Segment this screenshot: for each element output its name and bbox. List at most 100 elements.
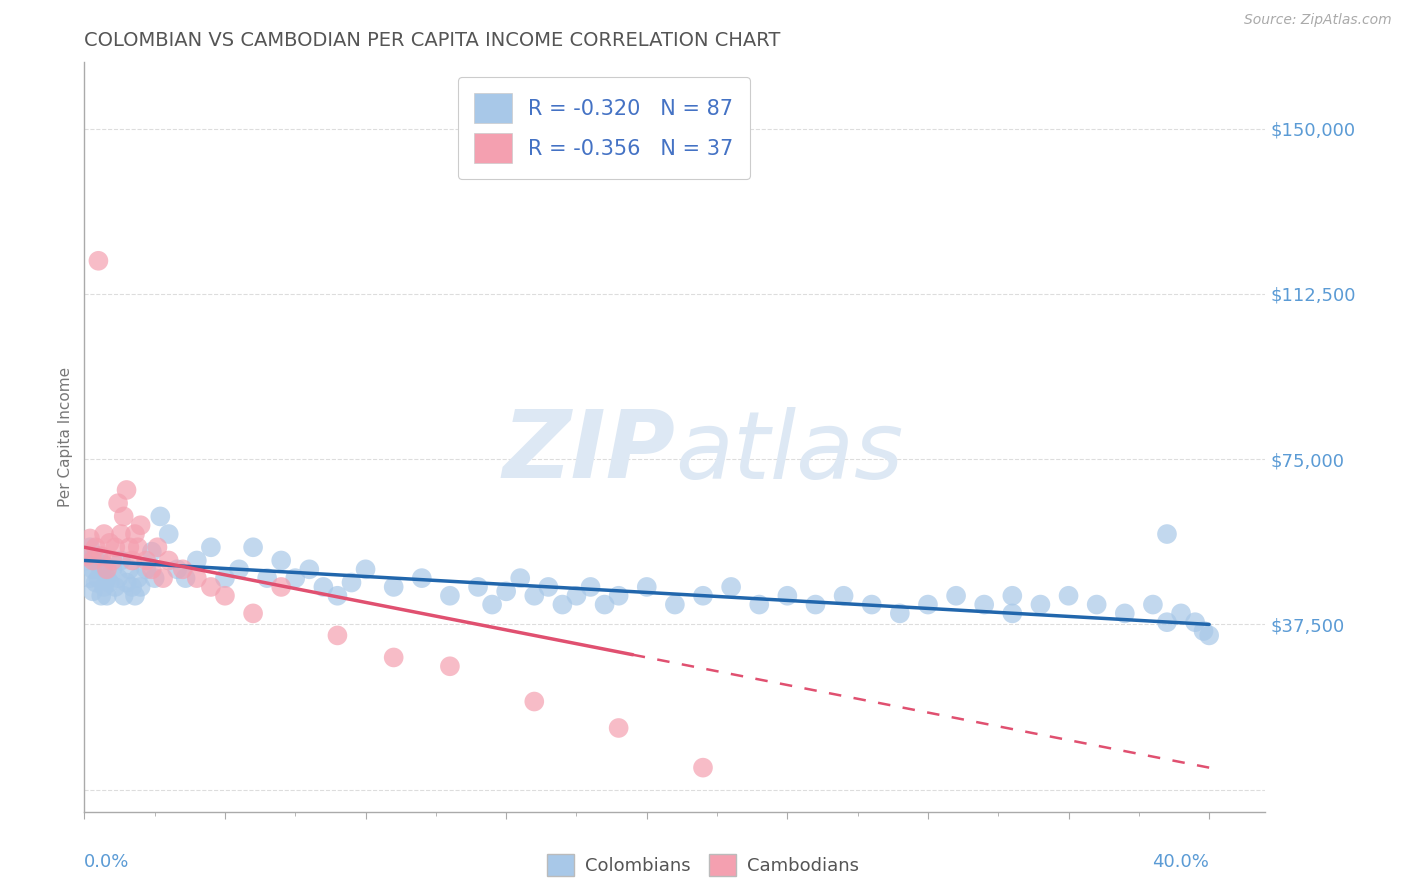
- Point: [110, 527, 132, 541]
- Point: [79, 541, 101, 555]
- Point: [121, 553, 143, 567]
- Point: [692, 589, 714, 603]
- Point: [1156, 527, 1178, 541]
- Point: [124, 589, 146, 603]
- Point: [110, 553, 132, 567]
- Point: [439, 589, 461, 603]
- Point: [200, 541, 222, 555]
- Point: [411, 571, 433, 585]
- Point: [1170, 607, 1192, 621]
- Point: [242, 541, 264, 555]
- Point: [664, 598, 686, 612]
- Point: [76, 549, 98, 563]
- Point: [523, 694, 546, 708]
- Point: [860, 598, 883, 612]
- Point: [495, 584, 517, 599]
- Point: [107, 496, 129, 510]
- Point: [118, 562, 141, 576]
- Point: [96, 562, 118, 576]
- Text: Source: ZipAtlas.com: Source: ZipAtlas.com: [1244, 13, 1392, 28]
- Point: [124, 527, 146, 541]
- Point: [551, 598, 574, 612]
- Point: [82, 584, 104, 599]
- Point: [720, 580, 742, 594]
- Point: [112, 589, 135, 603]
- Point: [146, 541, 169, 555]
- Point: [326, 628, 349, 642]
- Point: [270, 553, 292, 567]
- Point: [82, 562, 104, 576]
- Point: [354, 562, 377, 576]
- Point: [214, 571, 236, 585]
- Point: [127, 571, 149, 585]
- Point: [87, 549, 110, 563]
- Point: [107, 571, 129, 585]
- Point: [129, 580, 152, 594]
- Point: [98, 575, 121, 590]
- Point: [593, 598, 616, 612]
- Point: [76, 553, 98, 567]
- Point: [312, 580, 335, 594]
- Point: [832, 589, 855, 603]
- Point: [607, 589, 630, 603]
- Point: [96, 571, 118, 585]
- Point: [166, 562, 188, 576]
- Point: [214, 589, 236, 603]
- Point: [104, 541, 127, 555]
- Point: [93, 580, 115, 594]
- Point: [90, 562, 112, 576]
- Point: [1057, 589, 1080, 603]
- Text: 0.0%: 0.0%: [84, 853, 129, 871]
- Point: [112, 509, 135, 524]
- Point: [135, 562, 157, 576]
- Point: [270, 580, 292, 594]
- Point: [84, 575, 107, 590]
- Point: [326, 589, 349, 603]
- Point: [256, 571, 278, 585]
- Point: [579, 580, 602, 594]
- Point: [115, 575, 138, 590]
- Point: [523, 589, 546, 603]
- Point: [298, 562, 321, 576]
- Point: [1156, 615, 1178, 630]
- Point: [172, 562, 194, 576]
- Point: [1001, 607, 1024, 621]
- Point: [1142, 598, 1164, 612]
- Point: [607, 721, 630, 735]
- Point: [340, 575, 363, 590]
- Point: [135, 553, 157, 567]
- Point: [84, 553, 107, 567]
- Point: [284, 571, 307, 585]
- Point: [98, 536, 121, 550]
- Point: [141, 562, 163, 576]
- Point: [101, 553, 124, 567]
- Point: [565, 589, 588, 603]
- Point: [1192, 624, 1215, 638]
- Point: [382, 650, 405, 665]
- Point: [509, 571, 531, 585]
- Point: [115, 483, 138, 497]
- Point: [1085, 598, 1108, 612]
- Point: [149, 509, 172, 524]
- Point: [200, 580, 222, 594]
- Point: [1001, 589, 1024, 603]
- Point: [93, 527, 115, 541]
- Point: [143, 571, 166, 585]
- Legend: Colombians, Cambodians: Colombians, Cambodians: [540, 847, 866, 883]
- Point: [186, 571, 208, 585]
- Point: [917, 598, 939, 612]
- Point: [1184, 615, 1206, 630]
- Point: [84, 541, 107, 555]
- Point: [121, 580, 143, 594]
- Point: [118, 541, 141, 555]
- Point: [467, 580, 489, 594]
- Point: [1029, 598, 1052, 612]
- Point: [776, 589, 799, 603]
- Point: [174, 571, 197, 585]
- Point: [692, 761, 714, 775]
- Point: [748, 598, 770, 612]
- Point: [1198, 628, 1220, 642]
- Text: COLOMBIAN VS CAMBODIAN PER CAPITA INCOME CORRELATION CHART: COLOMBIAN VS CAMBODIAN PER CAPITA INCOME…: [84, 30, 780, 50]
- Point: [87, 253, 110, 268]
- Point: [157, 553, 180, 567]
